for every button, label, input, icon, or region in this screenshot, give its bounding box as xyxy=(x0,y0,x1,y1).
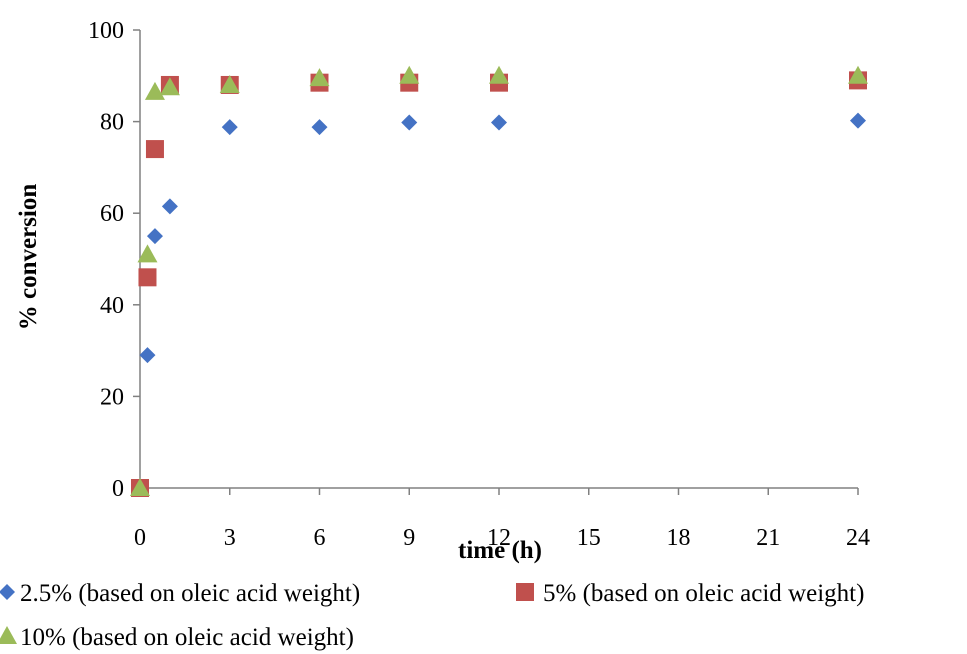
x-tick-label: 24 xyxy=(846,525,870,551)
triangle-point xyxy=(144,81,165,100)
series-3 xyxy=(130,65,868,496)
diamond-point xyxy=(401,114,418,131)
legend-item: 2.5% (based on oleic acid weight) xyxy=(0,580,360,607)
x-tick-label: 21 xyxy=(756,525,780,551)
x-tick-label: 3 xyxy=(224,525,236,551)
y-axis-title: % conversion xyxy=(15,184,42,331)
diamond-point xyxy=(139,347,156,364)
x-tick-label: 0 xyxy=(134,525,146,551)
diamond-point xyxy=(221,119,238,136)
triangle-point xyxy=(309,68,330,87)
triangle-point xyxy=(848,65,868,84)
legend-triangle-icon xyxy=(0,626,17,644)
x-tick-label: 15 xyxy=(577,525,601,551)
x-tick-label: 6 xyxy=(314,525,326,551)
diamond-point xyxy=(850,112,866,129)
triangle-point xyxy=(159,77,180,96)
legend: 2.5% (based on oleic acid weight) 5% (bas… xyxy=(0,580,864,651)
y-tick-label: 80 xyxy=(100,110,124,136)
triangle-point xyxy=(399,65,420,84)
data-series xyxy=(130,65,868,497)
series-1 xyxy=(139,112,866,364)
triangle-point xyxy=(130,478,150,496)
triangle-point xyxy=(219,74,240,93)
legend-diamond-icon xyxy=(0,584,15,600)
x-tick-label: 12 xyxy=(487,525,511,551)
triangle-point xyxy=(489,65,509,84)
axes: 0 20 40 60 80 100 0 3 6 9 12 15 18 21 24 xyxy=(88,18,870,551)
diamond-point xyxy=(146,228,163,245)
x-tick-label: 9 xyxy=(403,525,415,551)
series-2 xyxy=(131,71,867,497)
x-axis-title: time (h) xyxy=(458,537,542,564)
legend-label: 10% (based on oleic acid weight) xyxy=(20,624,354,651)
y-tick-label: 0 xyxy=(112,476,124,502)
triangle-point xyxy=(137,244,158,263)
square-point xyxy=(145,140,164,159)
legend-item: 5% (based on oleic acid weight) xyxy=(516,580,864,607)
diamond-point xyxy=(161,198,178,215)
y-axis-ticks: 0 20 40 60 80 100 xyxy=(88,18,140,502)
legend-square-icon xyxy=(516,583,534,601)
y-tick-label: 100 xyxy=(88,18,124,44)
square-point xyxy=(138,268,157,287)
diamond-point xyxy=(491,114,507,131)
diamond-point xyxy=(311,119,328,136)
legend-label: 5% (based on oleic acid weight) xyxy=(543,580,864,607)
y-tick-label: 60 xyxy=(100,201,124,227)
y-tick-label: 20 xyxy=(100,384,124,410)
legend-label: 2.5% (based on oleic acid weight) xyxy=(20,580,360,607)
legend-item: 10% (based on oleic acid weight) xyxy=(0,624,354,651)
y-tick-label: 40 xyxy=(100,293,124,319)
x-tick-label: 18 xyxy=(667,525,691,551)
x-axis-ticks: 0 3 6 9 12 15 18 21 24 xyxy=(134,488,870,551)
